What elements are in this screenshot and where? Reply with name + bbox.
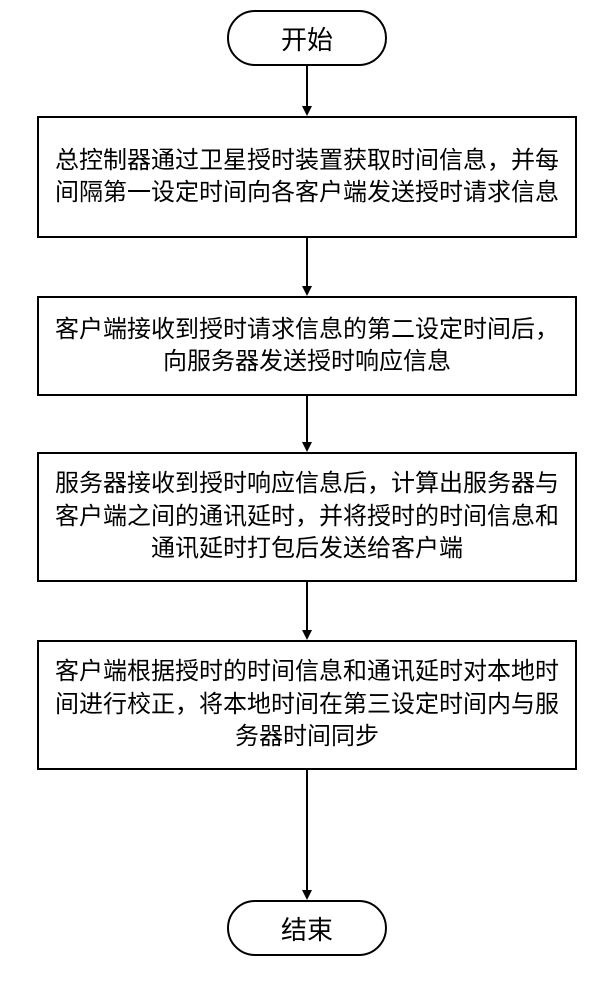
flow-step-4: 客户端根据授时的时间信息和通讯延时对本地时间进行校正，将本地时间在第三设定时间内…	[37, 640, 577, 770]
flow-step-2: 客户端接收到授时请求信息的第二设定时间后，向服务器发送授时响应信息	[37, 296, 577, 396]
flow-step-1: 总控制器通过卫星授时装置获取时间信息，并每间隔第一设定时间向各客户端发送授时请求…	[37, 116, 577, 238]
flow-end: 结束	[227, 900, 387, 956]
flow-start: 开始	[227, 10, 387, 66]
flow-step-3: 服务器接收到授时响应信息后，计算出服务器与客户端之间的通讯延时，并将授时的时间信…	[37, 452, 577, 582]
flowchart-canvas: 开始 总控制器通过卫星授时装置获取时间信息，并每间隔第一设定时间向各客户端发送授…	[0, 0, 614, 1000]
